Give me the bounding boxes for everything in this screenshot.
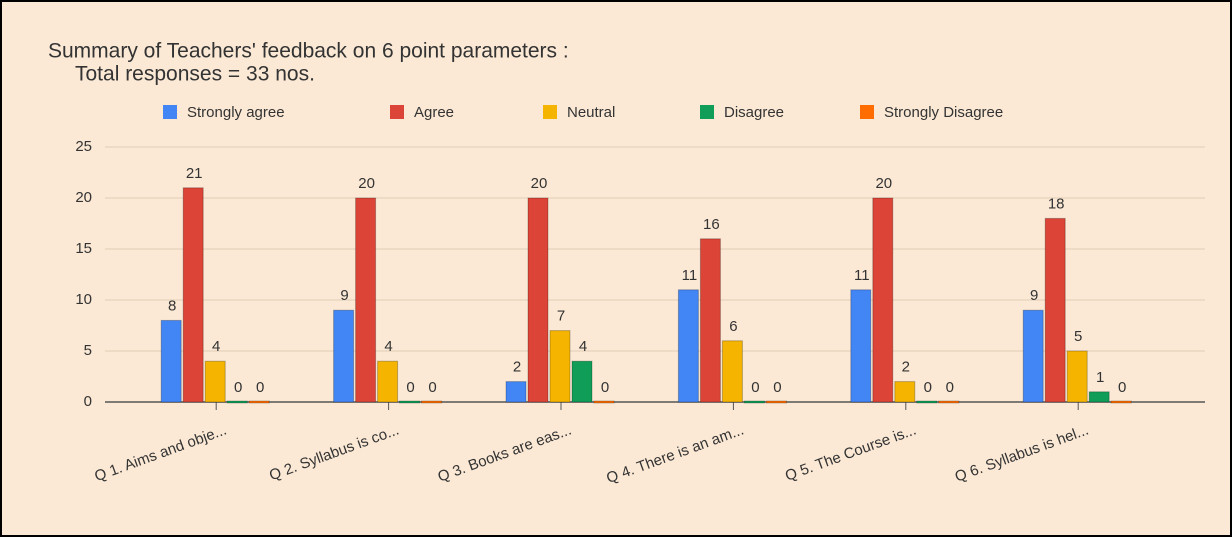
data-label: 0 xyxy=(751,379,759,396)
data-label: 18 xyxy=(1048,195,1065,212)
data-label: 0 xyxy=(924,379,932,396)
bar xyxy=(1110,400,1132,404)
legend-swatch xyxy=(163,105,177,119)
data-label: 21 xyxy=(186,165,203,182)
bar xyxy=(721,340,743,403)
data-label: 11 xyxy=(682,267,698,284)
data-label: 9 xyxy=(340,287,348,304)
bar xyxy=(377,360,399,403)
bar xyxy=(850,289,872,403)
bar xyxy=(699,238,721,403)
bar xyxy=(894,381,916,403)
data-label: 11 xyxy=(854,267,870,284)
data-label: 9 xyxy=(1030,287,1038,304)
bar xyxy=(1066,350,1088,403)
data-label: 0 xyxy=(406,379,414,396)
y-tick-label: 0 xyxy=(84,393,92,410)
bar xyxy=(677,289,699,403)
bar xyxy=(549,330,571,403)
data-label: 2 xyxy=(513,359,521,376)
data-label: 4 xyxy=(579,338,587,355)
bar xyxy=(765,400,787,404)
data-label: 4 xyxy=(384,338,392,355)
legend-swatch xyxy=(700,105,714,119)
bar xyxy=(593,400,615,404)
bar xyxy=(333,309,355,403)
y-tick-label: 25 xyxy=(75,138,92,155)
legend-swatch xyxy=(543,105,557,119)
data-label: 1 xyxy=(1096,369,1104,386)
bar xyxy=(1022,309,1044,403)
data-label: 6 xyxy=(729,318,737,335)
legend-label: Strongly agree xyxy=(187,104,285,121)
bar xyxy=(421,400,443,404)
data-label: 0 xyxy=(773,379,781,396)
y-tick-label: 15 xyxy=(75,240,92,257)
bar xyxy=(248,400,270,404)
y-tick-label: 5 xyxy=(84,342,92,359)
data-label: 20 xyxy=(358,175,375,192)
data-label: 16 xyxy=(703,216,720,233)
legend-label: Agree xyxy=(414,104,454,121)
data-label: 8 xyxy=(168,297,176,314)
data-label: 20 xyxy=(875,175,892,192)
y-tick-label: 10 xyxy=(75,291,92,308)
bar xyxy=(226,400,248,404)
legend-label: Strongly Disagree xyxy=(884,104,1003,121)
data-label: 0 xyxy=(428,379,436,396)
legend-swatch xyxy=(860,105,874,119)
legend-swatch xyxy=(390,105,404,119)
bar xyxy=(160,319,182,403)
bar xyxy=(571,360,593,403)
bar xyxy=(399,400,421,404)
data-label: 0 xyxy=(256,379,264,396)
bar xyxy=(1044,217,1066,403)
chart-title: Summary of Teachers' feedback on 6 point… xyxy=(48,40,569,63)
data-label: 4 xyxy=(212,338,220,355)
bar xyxy=(916,400,938,404)
bar xyxy=(204,360,226,403)
chart-subtitle: Total responses = 33 nos. xyxy=(75,63,315,86)
data-label: 2 xyxy=(902,359,910,376)
data-label: 0 xyxy=(234,379,242,396)
bar xyxy=(505,381,527,403)
bar xyxy=(872,197,894,403)
bar xyxy=(527,197,549,403)
y-tick-label: 20 xyxy=(75,189,92,206)
data-label: 0 xyxy=(1118,379,1126,396)
bar xyxy=(182,187,204,403)
data-label: 5 xyxy=(1074,328,1082,345)
data-label: 7 xyxy=(557,308,565,325)
data-label: 0 xyxy=(946,379,954,396)
data-label: 0 xyxy=(601,379,609,396)
legend-label: Neutral xyxy=(567,104,615,121)
bar xyxy=(938,400,960,404)
legend-label: Disagree xyxy=(724,104,784,121)
data-label: 20 xyxy=(531,175,548,192)
bar xyxy=(743,400,765,404)
bar xyxy=(355,197,377,403)
bar xyxy=(1088,391,1110,403)
